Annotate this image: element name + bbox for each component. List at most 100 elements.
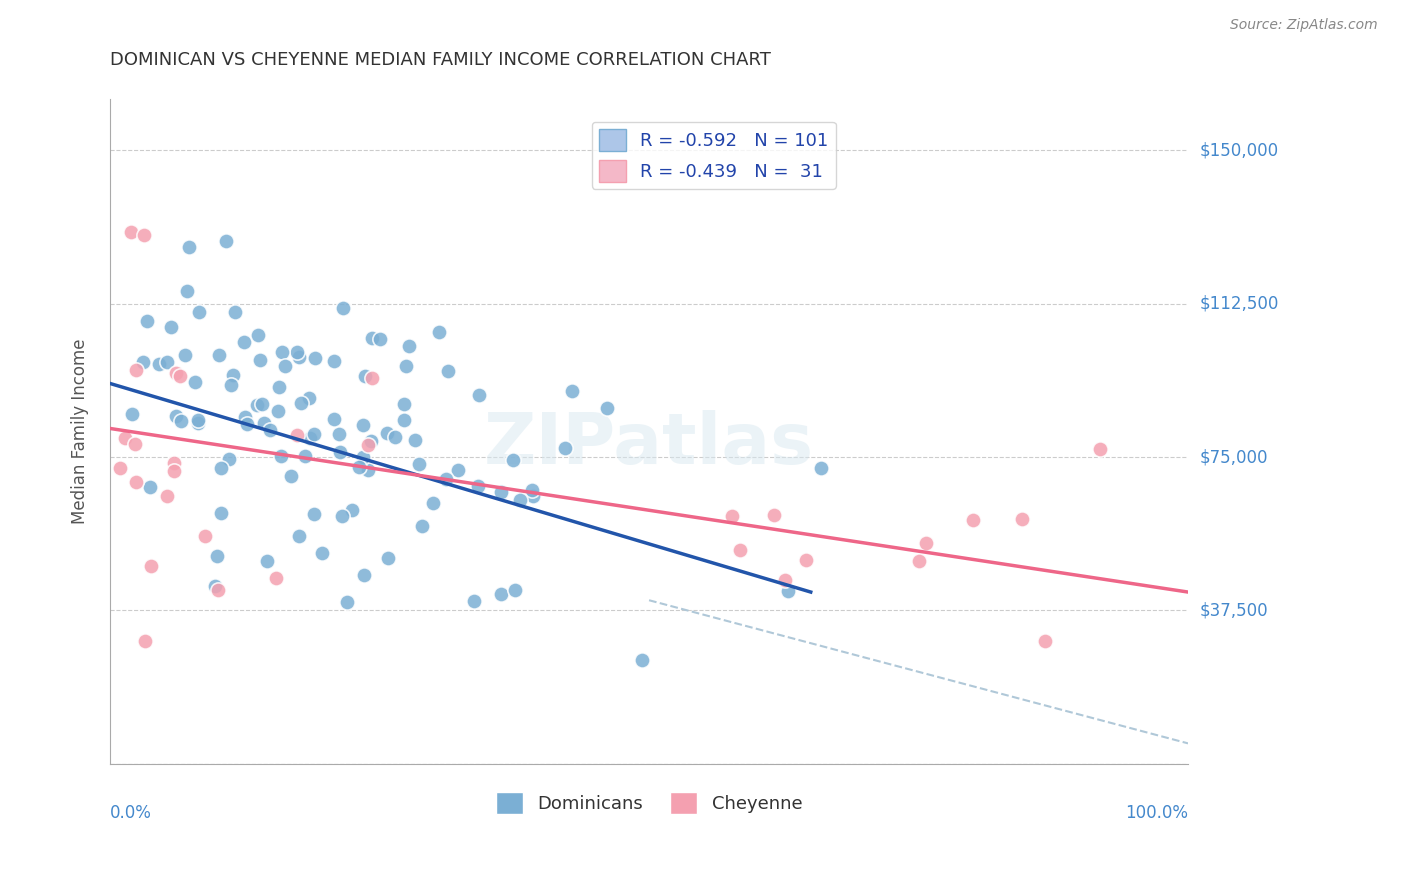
Point xyxy=(184,375,207,389)
Point xyxy=(187,413,209,427)
Point xyxy=(340,503,363,517)
Point xyxy=(138,480,160,494)
Point xyxy=(302,427,325,442)
Point xyxy=(136,314,159,328)
Point xyxy=(124,475,146,489)
Point xyxy=(330,509,353,524)
Point xyxy=(915,536,938,550)
Point xyxy=(208,348,231,362)
Point xyxy=(463,594,485,608)
Point xyxy=(778,583,800,598)
Point xyxy=(352,450,374,465)
Point xyxy=(447,463,470,477)
Point xyxy=(328,426,350,441)
Point xyxy=(290,396,312,410)
Text: $150,000: $150,000 xyxy=(1199,141,1278,160)
Point xyxy=(253,416,276,430)
Point xyxy=(908,554,931,568)
Point xyxy=(298,391,321,405)
Point xyxy=(247,327,270,342)
Point xyxy=(218,452,240,467)
Point xyxy=(187,305,209,319)
Point xyxy=(353,568,375,582)
Point xyxy=(259,423,281,437)
Point xyxy=(794,553,817,567)
Point xyxy=(280,468,302,483)
Point xyxy=(235,410,257,425)
Point xyxy=(437,364,460,378)
Point xyxy=(398,339,420,353)
Point xyxy=(1011,512,1033,526)
Point xyxy=(114,431,136,445)
Legend: Dominicans, Cheyenne: Dominicans, Cheyenne xyxy=(488,785,810,822)
Point xyxy=(209,461,232,475)
Point xyxy=(285,345,308,359)
Point xyxy=(177,240,200,254)
Point xyxy=(176,284,198,298)
Point xyxy=(170,414,193,428)
Point xyxy=(394,412,416,426)
Point xyxy=(256,554,278,568)
Point xyxy=(294,449,316,463)
Point xyxy=(311,546,333,560)
Point xyxy=(336,595,359,609)
Point xyxy=(361,371,384,385)
Point xyxy=(108,460,131,475)
Point xyxy=(502,453,524,467)
Point xyxy=(408,457,430,471)
Point xyxy=(392,397,415,411)
Point xyxy=(288,528,311,542)
Point xyxy=(165,409,187,424)
Point xyxy=(252,397,274,411)
Point xyxy=(721,508,744,523)
Point xyxy=(124,437,146,451)
Point xyxy=(509,493,531,508)
Point xyxy=(270,344,292,359)
Point xyxy=(148,357,170,371)
Point xyxy=(273,359,295,374)
Point xyxy=(246,398,269,412)
Point xyxy=(489,485,512,500)
Point xyxy=(187,417,209,431)
Point xyxy=(322,354,344,368)
Point xyxy=(384,430,406,444)
Point xyxy=(125,363,148,377)
Point xyxy=(132,355,155,369)
Point xyxy=(596,401,619,415)
Point xyxy=(163,465,186,479)
Point xyxy=(204,579,226,593)
Point xyxy=(353,369,375,384)
Point xyxy=(434,472,457,486)
Point xyxy=(329,445,352,459)
Point xyxy=(357,462,380,476)
Point xyxy=(468,388,491,402)
Text: 100.0%: 100.0% xyxy=(1125,804,1188,822)
Point xyxy=(134,634,156,648)
Point xyxy=(219,378,242,392)
Text: 0.0%: 0.0% xyxy=(110,804,152,822)
Text: $112,500: $112,500 xyxy=(1199,294,1278,313)
Point xyxy=(323,412,346,426)
Text: $37,500: $37,500 xyxy=(1199,601,1268,619)
Point xyxy=(209,506,232,520)
Text: Source: ZipAtlas.com: Source: ZipAtlas.com xyxy=(1230,18,1378,32)
Point xyxy=(503,583,526,598)
Point xyxy=(134,227,156,242)
Point xyxy=(235,417,257,431)
Point xyxy=(395,359,418,373)
Point xyxy=(174,348,197,362)
Point xyxy=(270,449,292,463)
Point xyxy=(728,543,751,558)
Point xyxy=(1035,634,1057,648)
Point xyxy=(139,559,162,574)
Point xyxy=(810,461,832,475)
Point xyxy=(422,496,444,510)
Point xyxy=(302,507,325,521)
Point xyxy=(631,653,654,667)
Point xyxy=(163,456,186,470)
Point xyxy=(352,418,374,433)
Point xyxy=(299,431,322,445)
Point xyxy=(404,433,426,447)
Point xyxy=(368,332,391,346)
Point xyxy=(520,483,543,498)
